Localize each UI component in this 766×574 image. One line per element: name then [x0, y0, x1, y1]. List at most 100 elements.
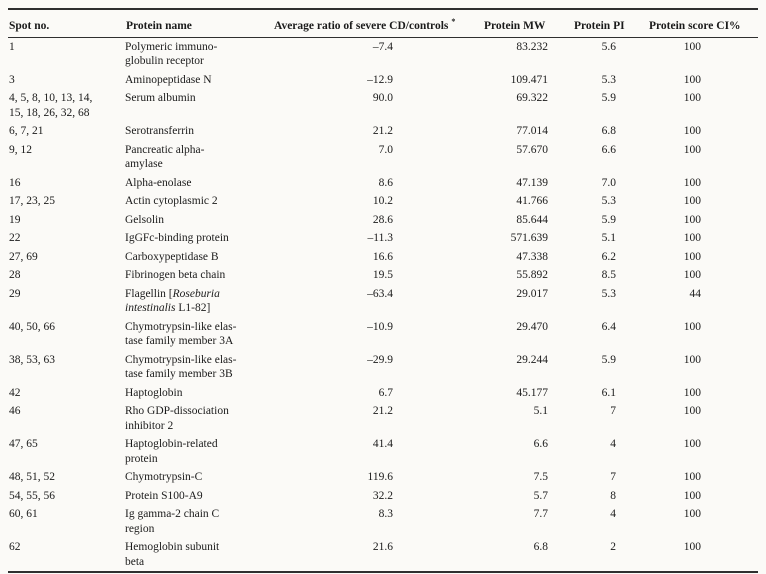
table-row: 9, 12 Pancreatic alpha- amylase 7.0 57.6…	[8, 141, 758, 174]
protein-name-cell: Haptoglobin	[125, 386, 183, 399]
protein-mw-cell: 85.644	[516, 213, 548, 226]
average-ratio-cell: –11.3	[367, 232, 393, 245]
protein-mw-cell: 571.639	[510, 232, 548, 245]
average-ratio-cell: 32.2	[372, 489, 393, 502]
spot-no-cell: 62	[9, 541, 21, 554]
protein-score-cell: 100	[683, 269, 701, 282]
spot-no-cell: 60, 61	[9, 508, 38, 521]
protein-pi-cell: 5.3	[601, 73, 616, 86]
protein-mw-cell: 29.244	[516, 353, 548, 366]
protein-mw-cell: 55.892	[516, 269, 548, 282]
protein-name-cell: Aminopeptidase N	[125, 73, 212, 86]
table-row: 48, 51, 52 Chymotrypsin-C 119.6 7.5 7 10…	[8, 468, 758, 487]
protein-name-cell: Chymotrypsin-like elas- tase family memb…	[125, 320, 237, 348]
footnote-marker: *	[451, 17, 456, 26]
protein-mw-cell: 83.232	[516, 40, 548, 53]
protein-score-cell: 100	[683, 143, 701, 156]
protein-mw-cell: 6.6	[533, 438, 548, 451]
table-header-row: Spot no. Protein name Average ratio of s…	[8, 9, 758, 38]
protein-name-cell: Rho GDP-dissociation inhibitor 2	[125, 405, 229, 432]
table-row: 29 Flagellin [Roseburia intestinalis L1-…	[8, 285, 758, 318]
protein-name-cell: Chymotrypsin-C	[125, 471, 203, 484]
protein-name-cell: Fibrinogen beta chain	[125, 269, 226, 282]
protein-mw-cell: 7.7	[533, 508, 548, 521]
protein-pi-cell: 5.9	[601, 92, 616, 105]
table-row: 60, 61 Ig gamma-2 chain C region 8.3 7.7…	[8, 505, 758, 538]
protein-mw-cell: 29.017	[516, 287, 548, 300]
protein-score-cell: 100	[683, 213, 701, 226]
table-row: 38, 53, 63 Chymotrypsin-like elas- tase …	[8, 351, 758, 384]
protein-score-cell: 100	[683, 125, 701, 138]
table-row: 17, 23, 25 Actin cytoplasmic 2 10.2 41.7…	[8, 192, 758, 211]
average-ratio-cell: 21.2	[372, 405, 393, 418]
protein-name-cell: Flagellin [Roseburia intestinalis L1-82]	[125, 287, 220, 315]
protein-score-cell: 100	[683, 176, 701, 189]
protein-mw-cell: 47.139	[516, 176, 548, 189]
col-header-protein-score: Protein score CI%	[648, 9, 758, 38]
protein-name-cell: Carboxypeptidase B	[125, 250, 219, 263]
protein-pi-cell: 4	[610, 438, 616, 451]
protein-score-cell: 100	[683, 195, 701, 208]
protein-pi-cell: 6.8	[601, 125, 616, 138]
average-ratio-cell: –7.4	[372, 40, 393, 53]
table-row: 54, 55, 56 Protein S100-A9 32.2 5.7 8 10…	[8, 487, 758, 506]
average-ratio-cell: 28.6	[372, 213, 393, 226]
table-row: 42 Haptoglobin 6.7 45.177 6.1 100	[8, 384, 758, 403]
spot-no-cell: 3	[9, 73, 15, 86]
table-row: 6, 7, 21 Serotransferrin 21.2 77.014 6.8…	[8, 122, 758, 141]
average-ratio-cell: 21.6	[372, 541, 393, 554]
protein-mw-cell: 45.177	[516, 386, 548, 399]
table-row: 28 Fibrinogen beta chain 19.5 55.892 8.5…	[8, 266, 758, 285]
protein-pi-cell: 6.4	[601, 320, 616, 333]
spot-no-cell: 28	[9, 269, 21, 282]
protein-name-cell: Alpha-enolase	[125, 176, 192, 189]
spot-no-cell: 38, 53, 63	[9, 353, 55, 366]
average-ratio-cell: –12.9	[367, 73, 393, 86]
average-ratio-cell: 6.7	[378, 386, 393, 399]
spot-no-cell: 42	[9, 386, 21, 399]
protein-score-cell: 100	[683, 92, 701, 105]
protein-pi-cell: 8	[610, 489, 616, 502]
protein-name-cell: Chymotrypsin-like elas- tase family memb…	[125, 353, 237, 381]
spot-no-cell: 19	[9, 213, 21, 226]
table-row: 22 IgGFc-binding protein –11.3 571.639 5…	[8, 229, 758, 248]
table-row: 1 Polymeric immuno- globulin receptor –7…	[8, 37, 758, 71]
protein-score-cell: 44	[689, 287, 702, 300]
protein-score-cell: 100	[683, 386, 701, 399]
spot-no-cell: 1	[9, 40, 15, 53]
protein-score-cell: 100	[683, 508, 701, 521]
col-header-average-ratio-label: Average ratio of severe CD/controls	[274, 19, 449, 32]
protein-pi-cell: 8.5	[601, 269, 616, 282]
protein-name-cell: Polymeric immuno- globulin receptor	[125, 40, 218, 68]
spot-no-cell: 54, 55, 56	[9, 489, 55, 502]
protein-name-cell: Ig gamma-2 chain C region	[125, 508, 220, 535]
table-body: 1 Polymeric immuno- globulin receptor –7…	[8, 37, 758, 572]
protein-mw-cell: 41.766	[516, 195, 548, 208]
protein-mw-cell: 69.322	[516, 92, 548, 105]
table-row: 16 Alpha-enolase 8.6 47.139 7.0 100	[8, 174, 758, 193]
protein-name-cell: Actin cytoplasmic 2	[125, 195, 218, 208]
protein-pi-cell: 6.6	[601, 143, 616, 156]
protein-mw-cell: 109.471	[510, 73, 548, 86]
protein-pi-cell: 7.0	[601, 176, 616, 189]
spot-no-cell: 4, 5, 8, 10, 13, 14, 15, 18, 26, 32, 68	[9, 92, 93, 119]
protein-mw-cell: 77.014	[516, 125, 548, 138]
table-row: 3 Aminopeptidase N –12.9 109.471 5.3 100	[8, 71, 758, 90]
protein-name-cell: Haptoglobin-related protein	[125, 438, 218, 465]
spot-no-cell: 27, 69	[9, 250, 38, 263]
col-header-protein-name: Protein name	[125, 9, 273, 38]
protein-pi-cell: 5.6	[601, 40, 616, 53]
protein-score-cell: 100	[683, 471, 701, 484]
average-ratio-cell: –63.4	[367, 287, 393, 300]
protein-name-cell: IgGFc-binding protein	[125, 232, 229, 245]
protein-name-cell: Gelsolin	[125, 213, 164, 226]
protein-mw-cell: 5.1	[533, 405, 548, 418]
spot-no-cell: 29	[9, 287, 21, 300]
average-ratio-cell: 21.2	[372, 125, 393, 138]
col-header-spot-no: Spot no.	[8, 9, 125, 38]
spot-no-cell: 46	[9, 405, 21, 418]
table-row: 4, 5, 8, 10, 13, 14, 15, 18, 26, 32, 68 …	[8, 89, 758, 122]
protein-score-cell: 100	[683, 489, 701, 502]
protein-pi-cell: 7	[610, 405, 616, 418]
